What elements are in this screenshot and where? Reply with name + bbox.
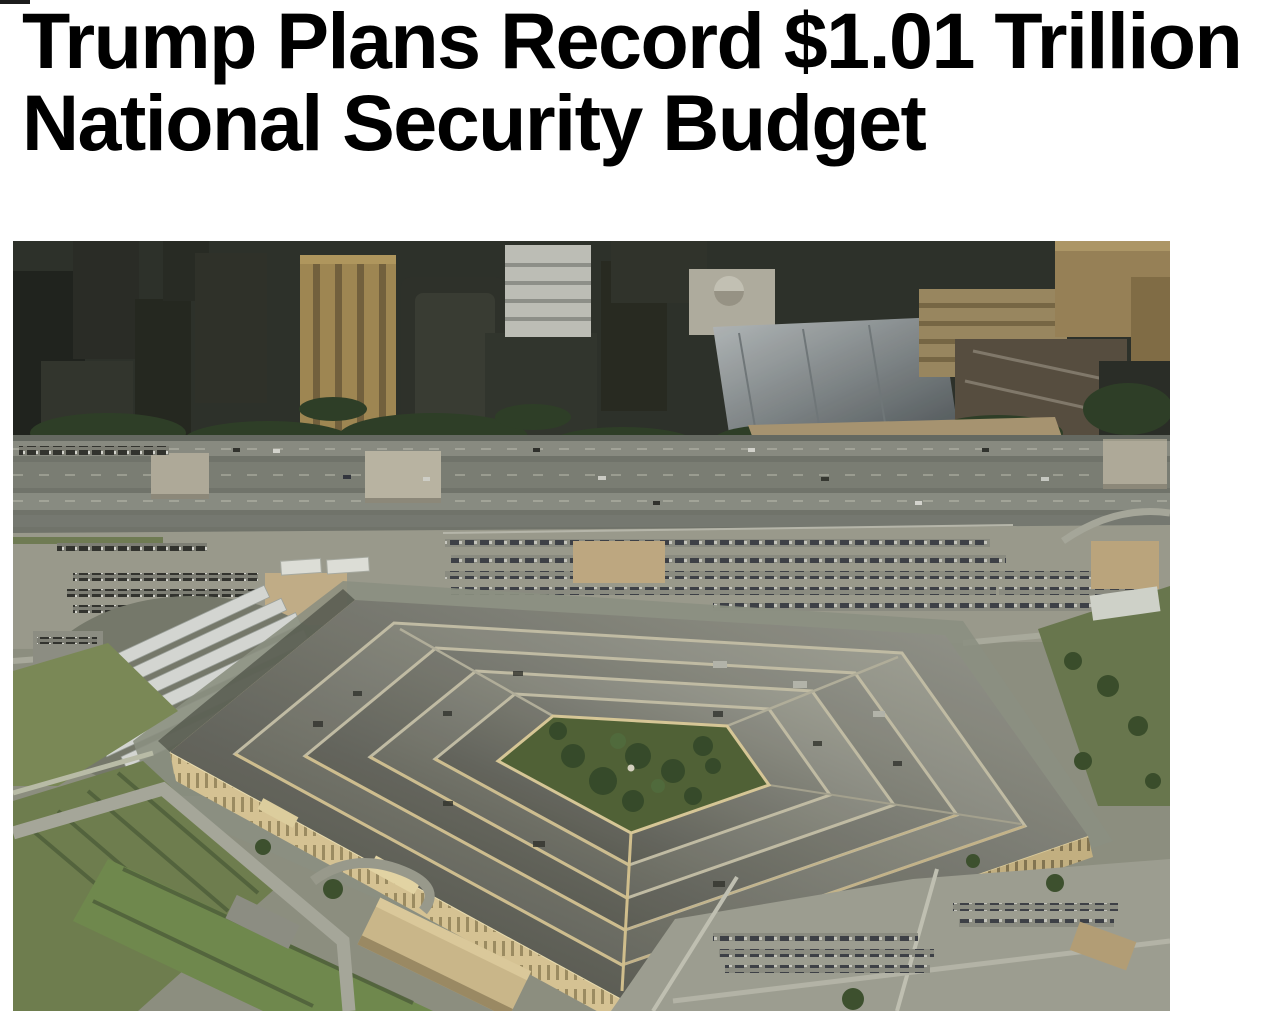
construction-site <box>1069 921 1137 971</box>
dirt-patch <box>1091 541 1159 589</box>
mall-roof <box>713 317 957 433</box>
highway <box>13 435 1170 533</box>
bus-canopies <box>279 556 370 576</box>
article-hero-image <box>13 241 1170 1011</box>
headline-line-2: National Security Budget <box>22 78 927 167</box>
article-headline: Trump Plans Record $1.01 Trillion Nation… <box>0 0 1280 164</box>
traffic-cluster <box>19 446 169 455</box>
perimeter-road <box>13 781 356 1011</box>
hangar-shed <box>1089 586 1161 621</box>
headline-line-1: Trump Plans Record $1.01 Trillion <box>22 0 1243 85</box>
overpass <box>1103 439 1167 489</box>
white-highrise <box>505 245 591 337</box>
pentagon-aerial-illustration <box>13 241 1170 1011</box>
photo-veil-overlay <box>13 241 1170 1011</box>
dirt-patch <box>573 541 665 583</box>
annex-building <box>357 897 532 1011</box>
loop-road <box>1061 508 1170 544</box>
overpass <box>151 453 209 499</box>
top-edge-artifact <box>0 0 30 4</box>
top-shade-overlay <box>13 241 1170 441</box>
grounds <box>13 586 1170 1011</box>
